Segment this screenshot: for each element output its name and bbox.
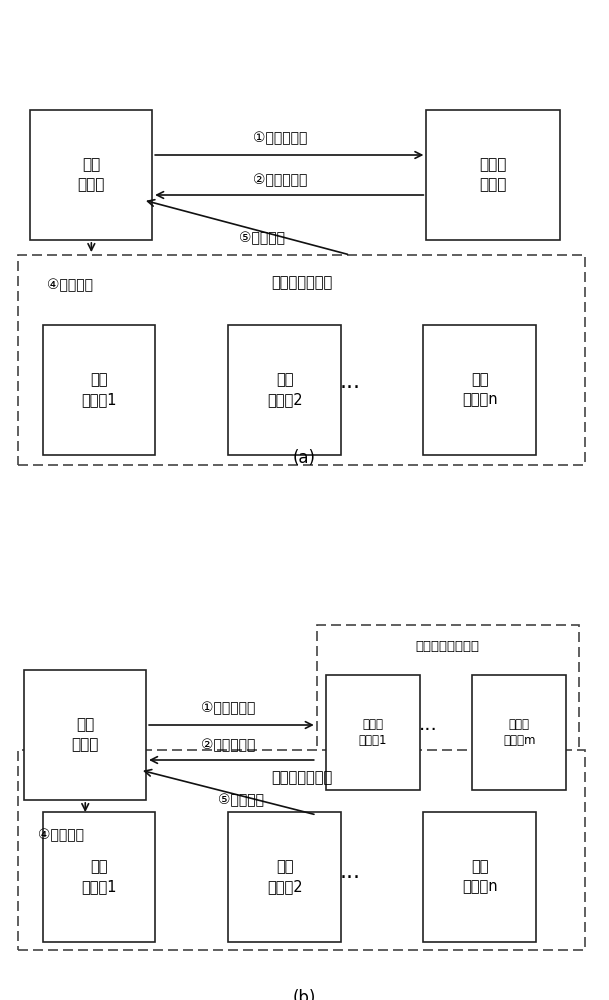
Text: ⑤返回数据: ⑤返回数据	[239, 231, 285, 245]
Bar	[30, 110, 152, 240]
Text: 存储
服务器2: 存储 服务器2	[267, 860, 303, 894]
Text: 元数据
服务器: 元数据 服务器	[480, 158, 507, 192]
Bar	[228, 812, 341, 942]
Bar	[18, 750, 585, 950]
Text: ①请求元数据: ①请求元数据	[201, 701, 256, 715]
Text: 存储
服务器n: 存储 服务器n	[462, 860, 498, 894]
Bar	[317, 625, 579, 800]
Text: 存储
服务器n: 存储 服务器n	[462, 373, 498, 407]
Bar	[43, 325, 155, 455]
Bar	[24, 670, 146, 800]
Text: 存储
客户端: 存储 客户端	[72, 718, 99, 752]
Text: 存储
服务器1: 存储 服务器1	[81, 860, 117, 894]
Text: 元数据
服务器m: 元数据 服务器m	[503, 718, 535, 748]
Text: 存储服务器集群: 存储服务器集群	[271, 275, 332, 290]
Text: 存储
客户端: 存储 客户端	[78, 158, 105, 192]
Bar	[18, 255, 585, 465]
Text: ①请求元数据: ①请求元数据	[253, 131, 308, 145]
Text: (a): (a)	[293, 449, 316, 467]
Bar	[43, 812, 155, 942]
Text: ②返回元数据: ②返回元数据	[253, 173, 308, 187]
Text: 存储
服务器1: 存储 服务器1	[81, 373, 117, 407]
Bar	[423, 325, 536, 455]
Text: ④请求数据: ④请求数据	[38, 828, 84, 842]
Bar	[426, 110, 560, 240]
Text: 存储服务器集群: 存储服务器集群	[271, 770, 332, 785]
Text: ④请求数据: ④请求数据	[47, 278, 93, 292]
Text: ···: ···	[340, 868, 361, 888]
Text: 元数据
服务全1: 元数据 服务全1	[359, 718, 387, 748]
Text: ···: ···	[340, 378, 361, 398]
Text: ···: ···	[419, 720, 437, 740]
Bar	[472, 675, 566, 790]
Text: ⑤返回数据: ⑤返回数据	[217, 793, 264, 807]
Text: 存储
服务器2: 存储 服务器2	[267, 373, 303, 407]
Bar	[326, 675, 420, 790]
Text: 元数据服务器集群: 元数据服务器集群	[415, 640, 480, 653]
Bar	[228, 325, 341, 455]
Text: (b): (b)	[293, 989, 316, 1000]
Text: ②返回元数据: ②返回元数据	[201, 738, 256, 752]
Bar	[423, 812, 536, 942]
